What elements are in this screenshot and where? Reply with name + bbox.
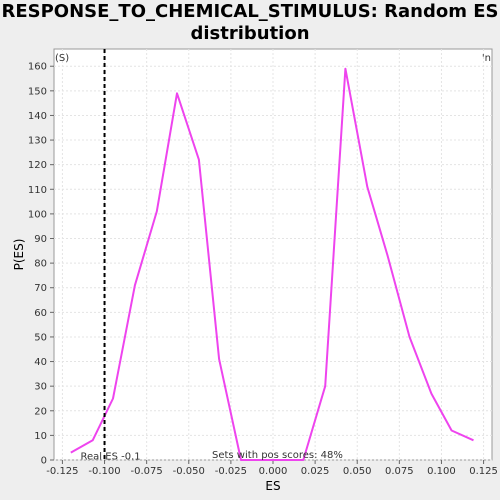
y-tick-label: 70 xyxy=(34,283,47,294)
series-layer xyxy=(70,67,474,461)
y-tick-label: 90 xyxy=(34,234,47,245)
y-tick-label: 20 xyxy=(34,406,47,417)
x-tick-label: 0.075 xyxy=(385,466,414,477)
y-axis-label: P(ES) xyxy=(12,239,26,271)
y-tick-label: 120 xyxy=(28,160,47,171)
y-tick-label: 150 xyxy=(28,86,47,97)
chart-title: RESPONSE_TO_CHEMICAL_STIMULUS: Random ES… xyxy=(1,1,499,44)
x-tick-label: -0.075 xyxy=(131,466,163,477)
pos-scores-annotation: Sets with pos scores: 48% xyxy=(212,450,343,461)
grid xyxy=(54,49,492,461)
x-tick-label: 0.000 xyxy=(259,466,288,477)
y-tick-label: 50 xyxy=(34,332,47,343)
x-tick-label: -0.050 xyxy=(173,466,205,477)
y-tick-label: 160 xyxy=(28,62,47,73)
x-tick-label: -0.025 xyxy=(215,466,247,477)
y-tick-label: 140 xyxy=(28,111,47,122)
x-axis-label: ES xyxy=(265,479,280,493)
x-tick-label: 0.050 xyxy=(343,466,372,477)
y-tick-label: 0 xyxy=(41,456,47,467)
series-line xyxy=(70,67,474,461)
y-tick-label: 110 xyxy=(28,185,47,196)
real-es-label: Real ES -0.1 xyxy=(81,452,141,463)
y-tick-label: 10 xyxy=(34,431,47,442)
y-tick-label: 100 xyxy=(28,209,47,220)
y-tick-label: 40 xyxy=(34,357,47,368)
x-tick-label: -0.100 xyxy=(88,466,120,477)
y-tick-label: 130 xyxy=(28,136,47,147)
x-tick-label: 0.100 xyxy=(427,466,456,477)
x-tick-label: 0.125 xyxy=(469,466,498,477)
corner-label-left: (S) xyxy=(55,53,69,64)
y-tick-label: 80 xyxy=(34,259,47,270)
y-tick-label: 60 xyxy=(34,308,47,319)
corner-label-right: 'n xyxy=(482,53,491,64)
y-axis: 0 10 20 30 40 50 60 70 80 90 100 110 120 130 140 150 160 xyxy=(28,62,54,467)
x-tick-label: -0.125 xyxy=(46,466,78,477)
y-tick-label: 30 xyxy=(34,382,47,393)
x-axis: -0.125 -0.100 -0.075 -0.050 -0.025 0.000 0.025… xyxy=(46,460,498,477)
x-tick-label: 0.025 xyxy=(301,466,330,477)
